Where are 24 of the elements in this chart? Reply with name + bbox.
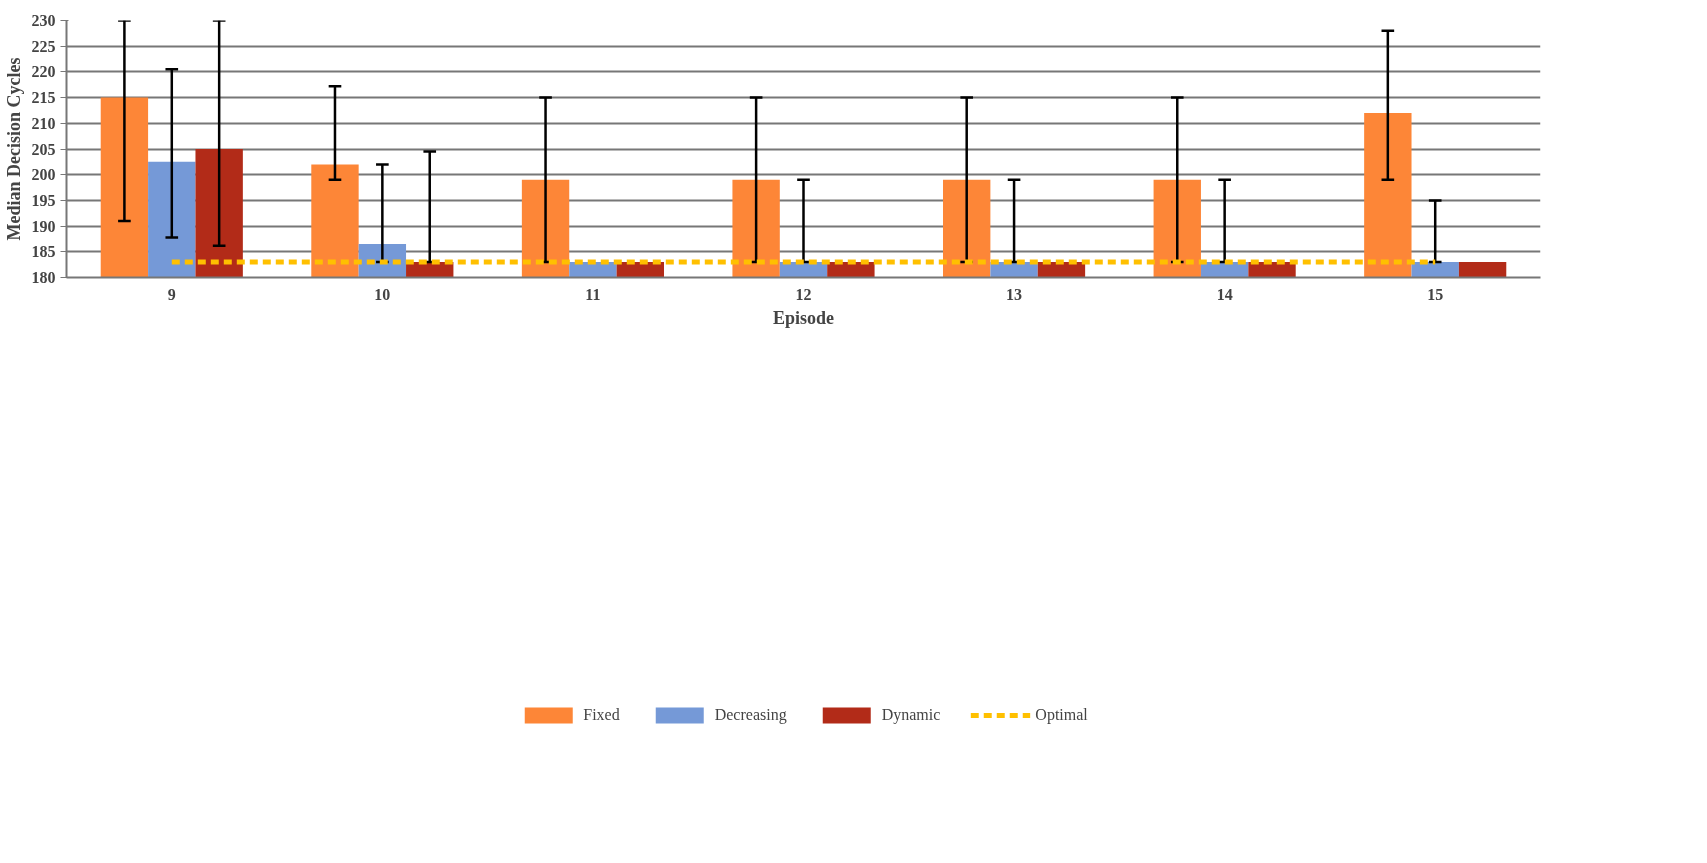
x-tick-label: 15	[1427, 285, 1444, 303]
x-tick-label: 11	[585, 285, 601, 303]
y-tick-label: 185	[31, 243, 56, 261]
legend-label: Decreasing	[714, 706, 787, 724]
x-tick-label: 9	[167, 285, 176, 303]
y-tick-label: 220	[31, 63, 56, 81]
legend-label: Fixed	[583, 706, 620, 724]
y-tick-label: 195	[31, 191, 56, 209]
y-tick-label: 190	[31, 217, 56, 235]
y-tick-label: 180	[31, 269, 56, 286]
legend-label: Dynamic	[881, 706, 941, 724]
y-tick-label: 210	[31, 114, 56, 132]
y-tick-label: 215	[31, 89, 56, 107]
x-tick-label: 14	[1216, 285, 1233, 303]
x-tick-label: 12	[795, 285, 812, 303]
y-tick-label: 205	[31, 140, 56, 158]
x-axis-title: Episode	[772, 307, 835, 328]
legend-label: Optimal	[1035, 706, 1088, 724]
x-tick-label: 10	[374, 285, 391, 303]
y-tick-label: 225	[31, 37, 56, 55]
y-axis-title: Median Decision Cycles	[3, 57, 24, 241]
x-tick-label: 13	[1006, 285, 1023, 303]
y-tick-label: 200	[31, 166, 56, 184]
y-tick-label: 230	[31, 12, 56, 29]
